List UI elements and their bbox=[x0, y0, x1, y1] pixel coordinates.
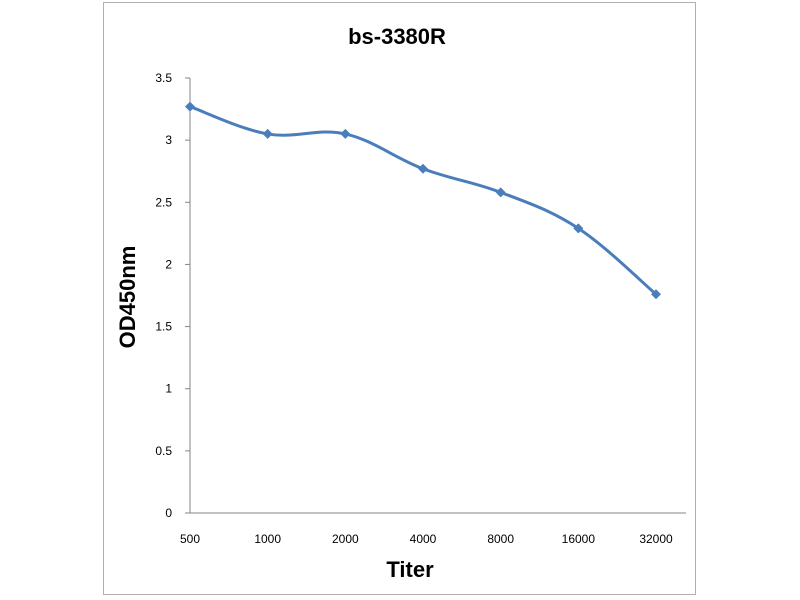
chart-frame bbox=[103, 2, 696, 595]
y-tick-label: 1 bbox=[165, 382, 172, 396]
data-point-marker bbox=[495, 187, 506, 198]
x-tick-label: 8000 bbox=[487, 532, 514, 546]
data-point-marker bbox=[340, 128, 351, 139]
x-tick-label: 1000 bbox=[254, 532, 281, 546]
chart-title: bs-3380R bbox=[348, 24, 446, 49]
x-tick-label: 4000 bbox=[410, 532, 437, 546]
y-tick-label: 2 bbox=[165, 257, 172, 271]
y-tick-label: 3.5 bbox=[155, 71, 172, 85]
series-layer bbox=[185, 101, 661, 300]
x-tick-label: 500 bbox=[180, 532, 200, 546]
y-tick-label: 1.5 bbox=[155, 320, 172, 334]
data-point-marker bbox=[573, 223, 584, 234]
x-axis-label: Titer bbox=[386, 557, 434, 582]
y-axis-ticks: 0 0.5 1 1.5 2 2.5 3 3.5 bbox=[155, 71, 190, 520]
series-line bbox=[189, 105, 657, 296]
y-tick-label: 2.5 bbox=[155, 195, 172, 209]
x-tick-label: 32000 bbox=[639, 532, 673, 546]
data-point-marker bbox=[418, 163, 428, 174]
y-tick-label: 0.5 bbox=[155, 444, 172, 458]
y-axis-label: OD450nm bbox=[115, 246, 140, 349]
x-tick-label: 16000 bbox=[562, 532, 596, 546]
y-tick-label: 3 bbox=[165, 133, 172, 147]
y-tick-label: 0 bbox=[165, 506, 172, 520]
x-tick-label: 2000 bbox=[332, 532, 359, 546]
data-point-marker bbox=[262, 128, 273, 139]
data-point-marker bbox=[651, 289, 661, 300]
data-point-marker bbox=[185, 101, 195, 112]
x-axis-ticks: 500 1000 2000 4000 8000 16000 32000 bbox=[180, 532, 673, 546]
